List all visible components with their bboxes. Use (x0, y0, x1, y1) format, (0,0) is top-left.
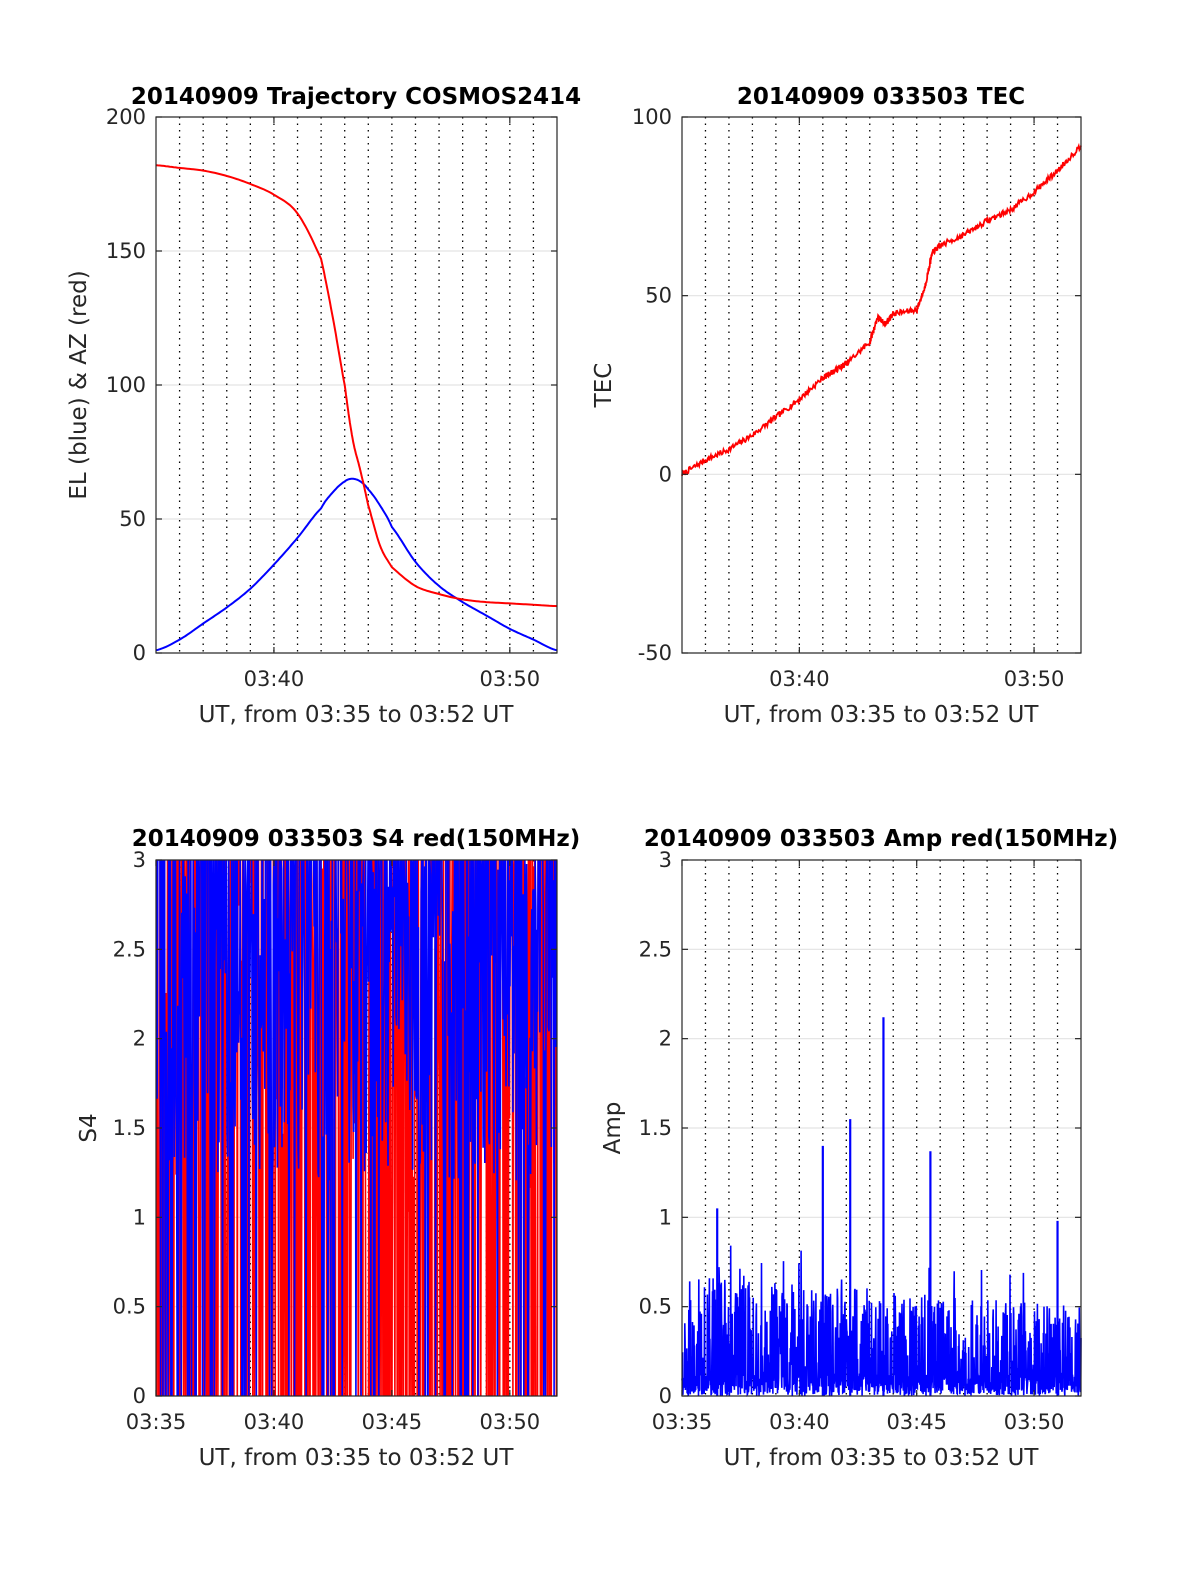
x-tick-label: 03:50 (1004, 667, 1065, 691)
chart-amp: 20140909 033503 Amp red(150MHz) 0 0.5 1 1.5… (600, 826, 1118, 1471)
plot-frame (681, 116, 1082, 654)
y-tick-label: 2 (659, 1027, 672, 1051)
y-axis-label: TEC (591, 363, 617, 409)
y-tick-label: 2 (133, 1027, 146, 1051)
x-axis-label: UT, from 03:35 to 03:52 UT (724, 702, 1040, 728)
series-line-azimuth (155, 164, 558, 608)
chart-title: 20140909 Trajectory COSMOS2414 (131, 84, 581, 110)
x-tick-label: 03:45 (886, 1410, 947, 1434)
y-axis-label: S4 (76, 1113, 102, 1142)
x-tick-label: 03:50 (480, 667, 541, 691)
y-axis-label: Amp (600, 1102, 626, 1155)
y-tick-label: -50 (638, 641, 672, 665)
y-tick-label: 3 (659, 848, 672, 872)
y-tick-label: 100 (632, 105, 672, 129)
y-tick-label: 50 (119, 507, 146, 531)
x-tick-label: 03:40 (244, 667, 305, 691)
y-axis-label: EL (blue) & AZ (red) (66, 270, 92, 499)
series-line-s4-blue (156, 860, 557, 1396)
chart-s4: 20140909 033503 S4 red(150MHz) 0 0.5 1 1.5 2… (76, 826, 580, 1471)
y-tick-label: 0.5 (639, 1295, 672, 1319)
y-tick-label: 50 (645, 284, 672, 308)
x-tick-label: 03:35 (652, 1410, 713, 1434)
chart-trajectory: 20140909 Trajectory COSMOS2414 0 50 100 150… (66, 84, 581, 728)
series-line-amp (681, 1245, 1082, 1398)
y-tick-label: 1.5 (639, 1116, 672, 1140)
chart-title: 20140909 033503 Amp red(150MHz) (644, 826, 1118, 852)
y-tick-label: 1 (133, 1205, 146, 1229)
chart-title: 20140909 033503 S4 red(150MHz) (132, 826, 581, 852)
y-tick-label: 0 (659, 462, 672, 486)
y-tick-label: 1.5 (113, 1116, 146, 1140)
chart-title: 20140909 033503 TEC (737, 84, 1025, 110)
y-tick-label: 200 (106, 105, 146, 129)
y-tick-label: 1 (659, 1205, 672, 1229)
x-tick-label: 03:40 (244, 1410, 305, 1434)
x-tick-label: 03:50 (1004, 1410, 1065, 1434)
x-axis-label: UT, from 03:35 to 03:52 UT (199, 1445, 515, 1471)
x-axis-label: UT, from 03:35 to 03:52 UT (199, 702, 515, 728)
y-tick-label: 0 (133, 641, 146, 665)
y-tick-label: 150 (106, 239, 146, 263)
y-tick-label: 100 (106, 373, 146, 397)
y-tick-label: 3 (133, 848, 146, 872)
series-line-elevation (155, 477, 558, 652)
x-tick-label: 03:45 (362, 1410, 423, 1434)
y-tick-label: 0 (659, 1384, 672, 1408)
x-tick-label: 03:40 (769, 1410, 830, 1434)
x-tick-label: 03:50 (480, 1410, 541, 1434)
x-tick-label: 03:35 (126, 1410, 187, 1434)
y-tick-label: 0 (133, 1384, 146, 1408)
y-tick-label: 2.5 (113, 937, 146, 961)
series-line-tec (681, 142, 1082, 476)
y-tick-label: 0.5 (113, 1295, 146, 1319)
x-tick-label: 03:40 (769, 667, 830, 691)
x-axis-label: UT, from 03:35 to 03:52 UT (724, 1445, 1040, 1471)
y-tick-label: 2.5 (639, 937, 672, 961)
